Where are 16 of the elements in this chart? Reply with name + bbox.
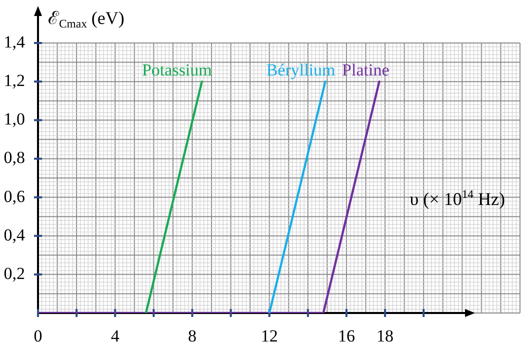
x-tick-label: 18 [376,326,394,346]
y-tick-label: 0,6 [4,186,25,206]
y-tick-label: 1,4 [4,32,26,52]
x-tick-label: 0 [34,326,42,346]
x-tick-label: 16 [338,326,355,346]
x-tick-label: 4 [110,326,120,346]
series-label: Béryllium [266,60,336,80]
y-tick-label: 1,0 [4,110,25,129]
y-tick-label: 0,2 [4,264,25,283]
y-tick-label: 1,2 [4,71,25,90]
series-label: Platine [342,60,390,80]
x-tick-label: 8 [188,326,196,346]
series-label: Potassium [142,60,212,80]
x-tick-label: 12 [260,326,278,346]
y-tick-label: 0,4 [4,225,26,244]
y-tick-label: 0,8 [4,148,25,168]
